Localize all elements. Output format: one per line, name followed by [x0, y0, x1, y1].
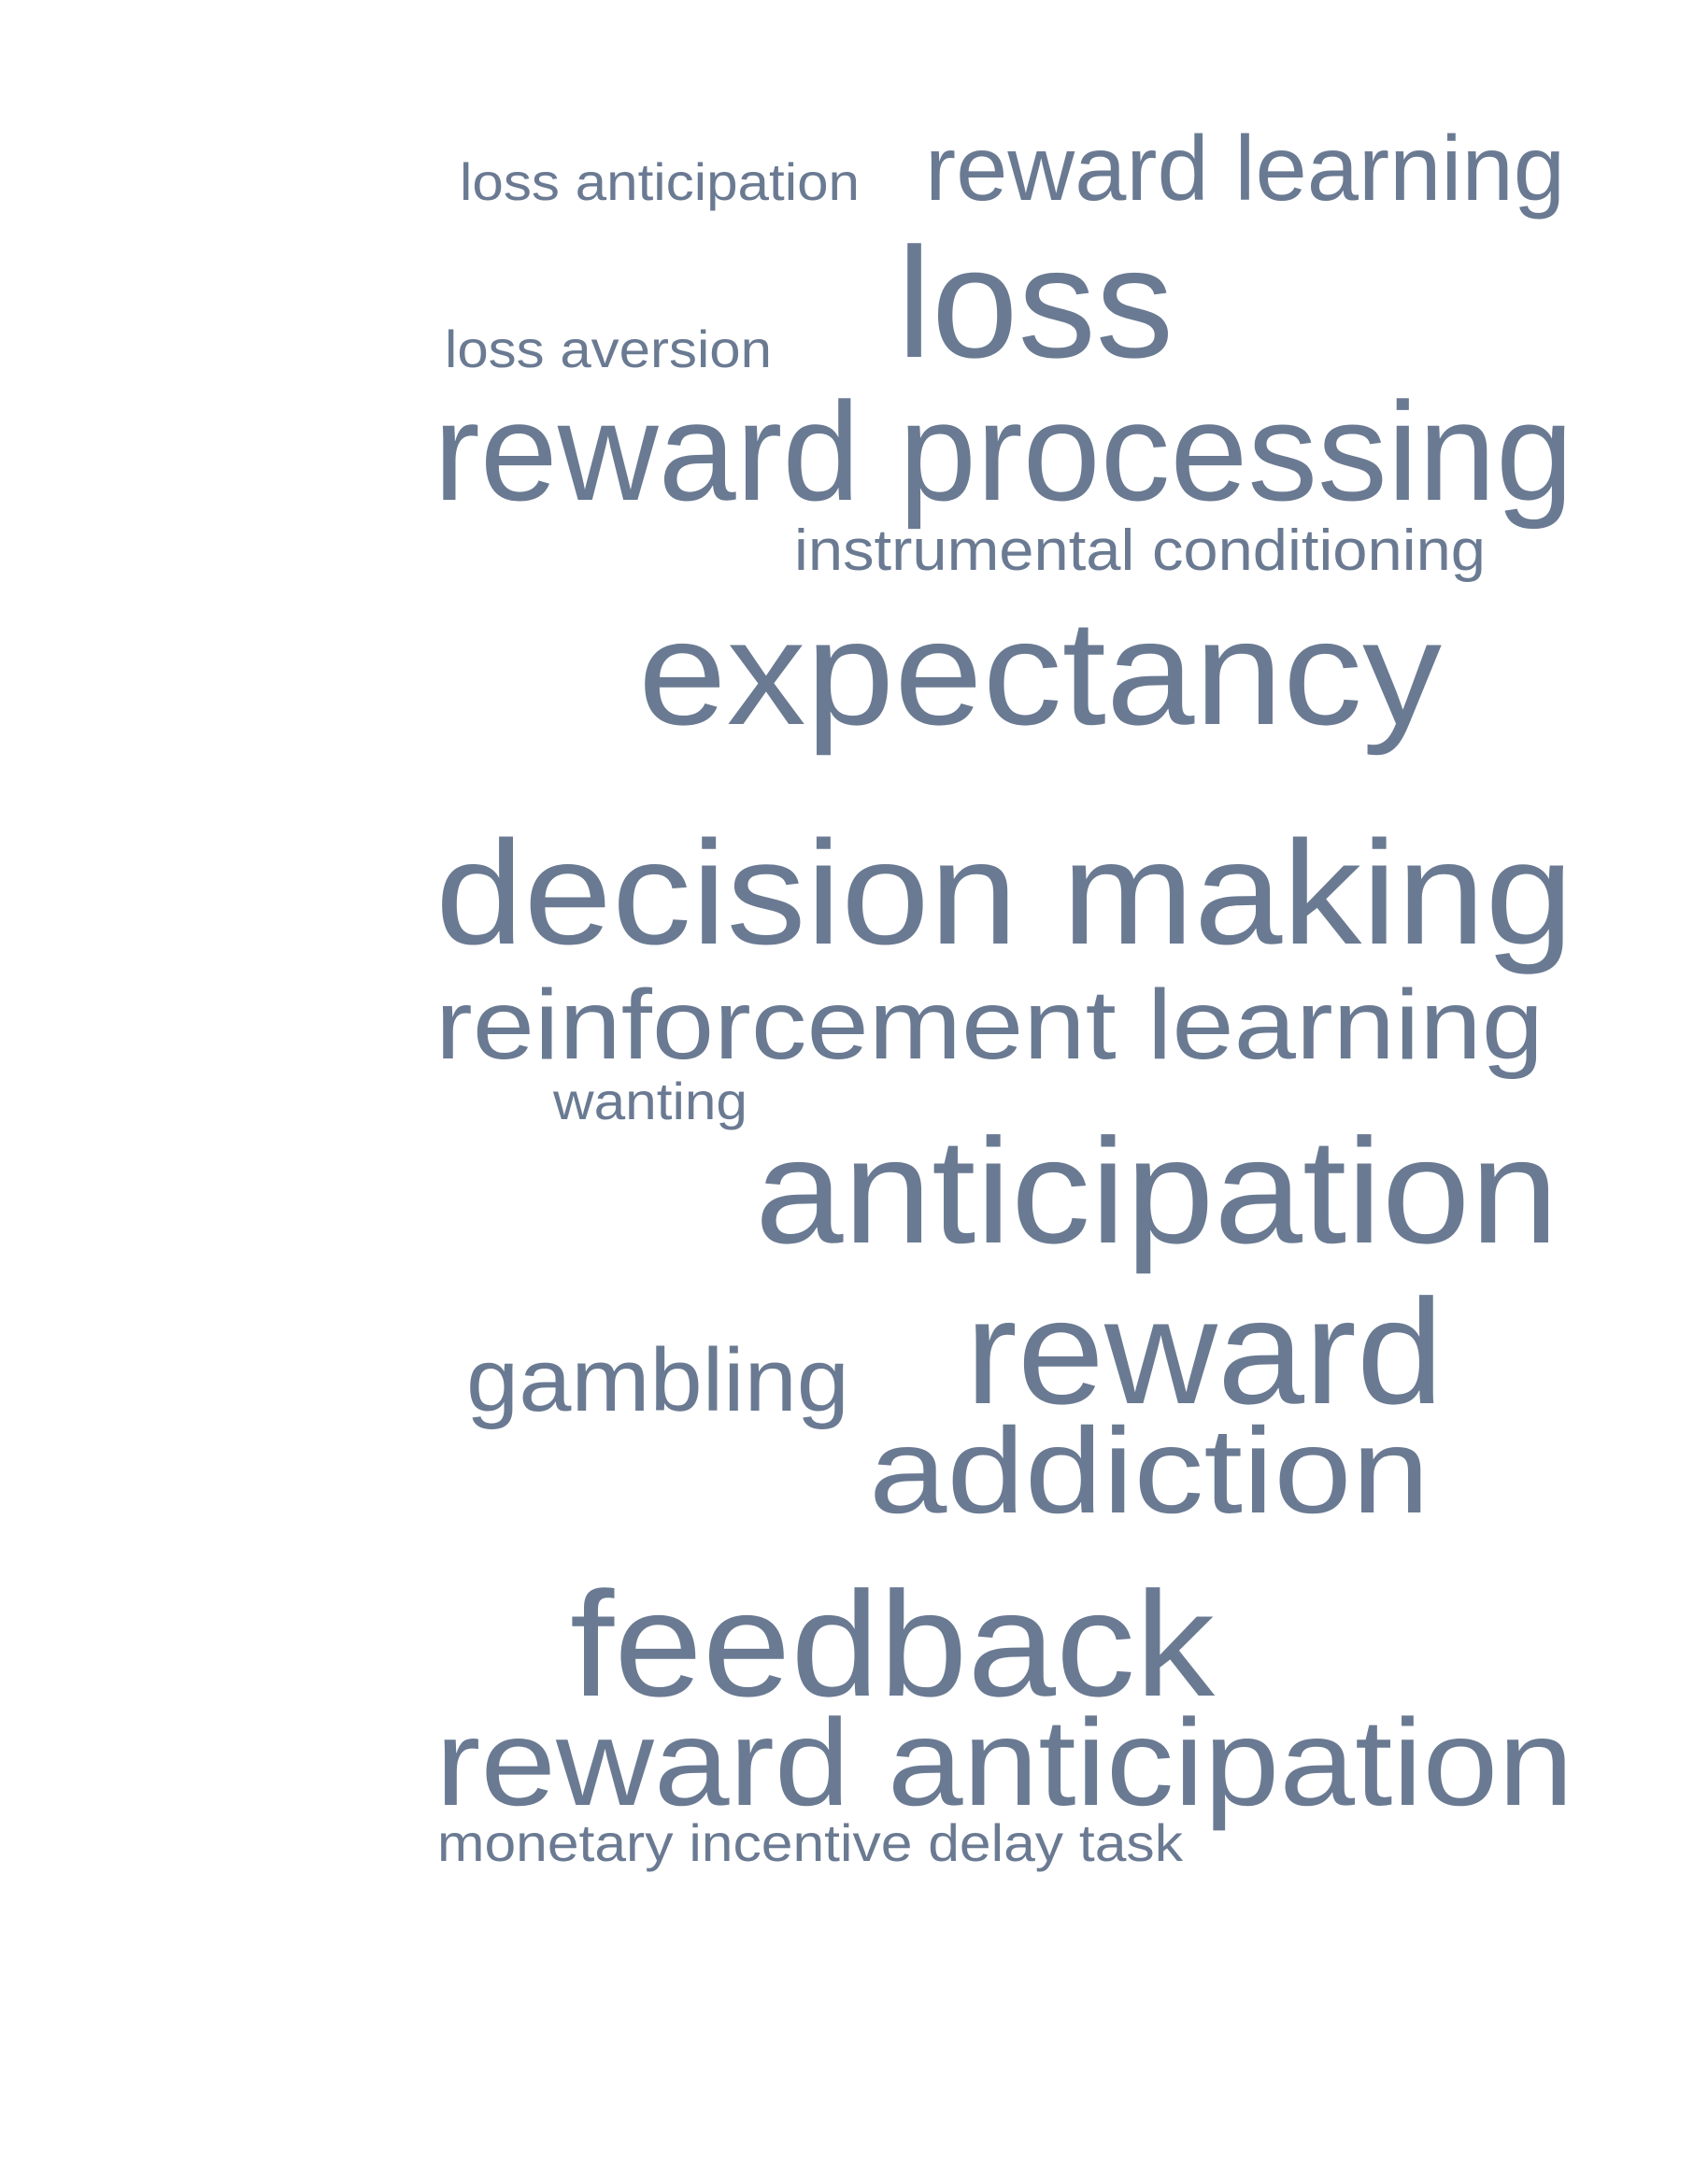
- word-reward: reward: [965, 1268, 1444, 1435]
- word-gambling: gambling: [466, 1330, 849, 1430]
- word-expectancy: expectancy: [638, 589, 1442, 756]
- word-decision-making: decision making: [435, 811, 1573, 975]
- word-instrumental-conditioning: instrumental conditioning: [794, 518, 1486, 583]
- word-loss: loss: [897, 215, 1174, 390]
- word-reward-processing: reward processing: [434, 373, 1573, 530]
- word-monetary-incentive-delay-task: monetary incentive delay task: [437, 1813, 1184, 1872]
- word-loss-anticipation: loss anticipation: [460, 152, 860, 211]
- word-wanting: wanting: [552, 1072, 747, 1130]
- word-loss-aversion: loss aversion: [445, 319, 772, 378]
- word-reward-learning: reward learning: [925, 117, 1565, 220]
- word-reinforcement-learning: reinforcement learning: [435, 970, 1544, 1080]
- word-feedback: feedback: [570, 1560, 1216, 1727]
- word-reward-anticipation: reward anticipation: [435, 1694, 1573, 1831]
- word-anticipation: anticipation: [755, 1107, 1559, 1274]
- word-addiction: addiction: [869, 1402, 1430, 1539]
